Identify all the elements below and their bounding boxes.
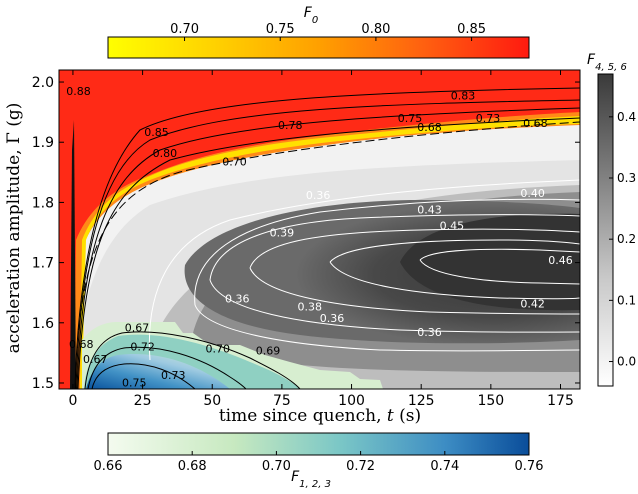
right-colorbar-tick-label: 0.2 [617,232,636,246]
bottom-colorbar-tick-label: 0.76 [515,459,544,474]
f456-white-contour [249,228,580,315]
f0-contour-line [76,107,580,389]
y-axis-label: acceleration amplitude, Γ (g) [4,103,24,354]
bottom-colorbar-label: F1, 2, 3 [291,469,331,490]
f0-contour-label: 0.68 [417,121,442,134]
f123-contour-label: 0.67 [83,353,108,366]
f456-white-contour [194,198,580,306]
right-colorbar-label: F4, 5, 6 [587,52,627,73]
f456-contour-label: 0.36 [225,293,250,306]
top-colorbar-tick-label: 0.75 [266,22,295,37]
x-tick-label: 125 [408,393,435,409]
f456-contour-label: 0.42 [520,298,545,311]
y-tick-label: 1.5 [32,376,54,392]
top-colorbar-tick-label: 0.70 [170,22,199,37]
f0-contour-line [75,99,580,389]
f0-contour-label: 0.78 [278,119,303,132]
f0-contour-label: 0.68 [69,338,94,351]
f456-core-region [400,213,580,311]
f0-dashed-contour [78,121,580,331]
f456-white-contour [209,214,580,333]
right-colorbar: F4, 5, 6 0.0 0.1 0.2 0.3 0.4 [587,52,636,387]
f0-contour-line [77,117,580,389]
f0-black-sliver [70,120,76,389]
f456-contour-label: 0.43 [417,204,442,217]
x-axis-label: time since quench, t (s) [219,406,421,426]
f456-contour-label: 0.38 [297,301,322,314]
x-tick-label: 50 [203,393,221,409]
f0-contour-label: 0.73 [476,112,501,125]
f0-contour-label: 0.83 [451,89,476,102]
x-tick-label: 25 [134,393,152,409]
f456-contour-label: 0.39 [270,227,295,240]
f123-blue-region [86,354,230,389]
bottom-colorbar-tick-label: 0.72 [346,459,375,474]
bottom-colorbar: F1, 2, 3 0.66 0.68 0.70 0.72 0.74 0.76 [94,432,544,490]
f0-contour-label: 0.75 [398,112,423,125]
contour-labels: 0.880.850.800.700.780.750.680.830.73 0.68… [66,85,572,389]
right-colorbar-tick-label: 0.3 [617,171,636,185]
right-colorbar-tick-label: 0.0 [617,355,636,369]
top-colorbar-tick-label: 0.80 [361,22,390,37]
f456-white-contour [194,304,580,352]
f456-contour-label: 0.36 [320,312,345,325]
right-colorbar-bar [597,73,614,387]
top-colorbar-tick-label: 0.85 [457,22,486,37]
right-colorbar-tick-label: 0.1 [617,293,636,307]
x-tick-label: 150 [477,393,504,409]
f456-contour-label: 0.36 [417,326,442,339]
f0-contour-line [74,87,580,389]
x-tick-label: 175 [547,393,574,409]
f0-contour-label: 0.80 [153,147,178,160]
f456-white-contour [329,239,580,300]
right-colorbar-tick-label: 0.4 [617,110,636,124]
f0-contour-label: 0.68 [523,117,548,130]
f456-contour-label: 0.45 [440,219,465,232]
f123-contour-label: 0.69 [256,344,281,357]
x-axis-ticks: 0 25 50 75 100 125 150 175 [68,70,574,409]
y-tick-label: 1.8 [32,195,54,211]
f123-contour-label: 0.70 [206,343,231,356]
top-colorbar-label: F0 [304,5,318,26]
contour-lines [74,87,580,389]
f456-contour-label: 0.40 [520,187,545,200]
f0-red-region [59,70,580,389]
top-colorbar: F0 0.70 0.75 0.80 0.85 [107,5,530,59]
bottom-colorbar-tick-label: 0.66 [94,459,123,474]
f0-contour-label: 0.70 [222,155,247,168]
y-tick-label: 2.0 [32,75,54,91]
bottom-colorbar-tick-label: 0.70 [262,459,291,474]
y-tick-label: 1.9 [32,135,54,151]
plot-area: 0.880.850.800.700.780.750.680.830.73 0.68… [4,69,581,426]
y-tick-label: 1.6 [32,316,54,332]
f456-white-contour [148,179,580,361]
f456-white-contour [419,248,580,285]
f0-contour-label: 0.88 [66,85,91,98]
plot-frame [58,69,581,390]
y-tick-label: 1.7 [32,256,54,272]
f123-contour-label: 0.73 [161,369,186,382]
f0-contour-label: 0.85 [144,126,169,139]
f123-contour-line [87,346,247,389]
bottom-colorbar-tick-label: 0.74 [430,459,459,474]
x-tick-label: 100 [338,393,365,409]
f123-contour-line [84,331,301,389]
y-axis-ticks: 1.5 1.6 1.7 1.8 1.9 2.0 [32,75,580,392]
f123-contour-label: 0.72 [130,340,155,353]
f456-contour-label: 0.36 [306,189,331,202]
f123-contour-line [91,363,196,389]
f456-contour-label: 0.46 [548,254,573,267]
f123-contour-label: 0.75 [122,376,147,389]
bottom-colorbar-bar [107,432,530,456]
f123-contour-label: 0.67 [125,322,150,335]
x-tick-label: 75 [273,393,291,409]
x-tick-label: 0 [68,393,77,409]
bottom-colorbar-tick-label: 0.68 [178,459,207,474]
top-colorbar-bar [107,36,530,59]
